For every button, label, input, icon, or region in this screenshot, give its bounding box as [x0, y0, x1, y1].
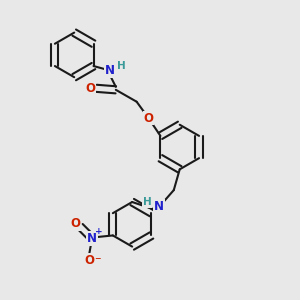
Text: ⁻: ⁻ [94, 255, 101, 268]
Text: N: N [154, 200, 164, 213]
Text: O: O [143, 112, 154, 124]
Text: O: O [85, 82, 95, 95]
Text: N: N [87, 232, 97, 245]
Text: N: N [105, 64, 115, 77]
Text: O: O [71, 217, 81, 230]
Text: H: H [143, 197, 152, 207]
Text: H: H [117, 61, 126, 71]
Text: +: + [95, 227, 102, 236]
Text: O: O [84, 254, 94, 267]
